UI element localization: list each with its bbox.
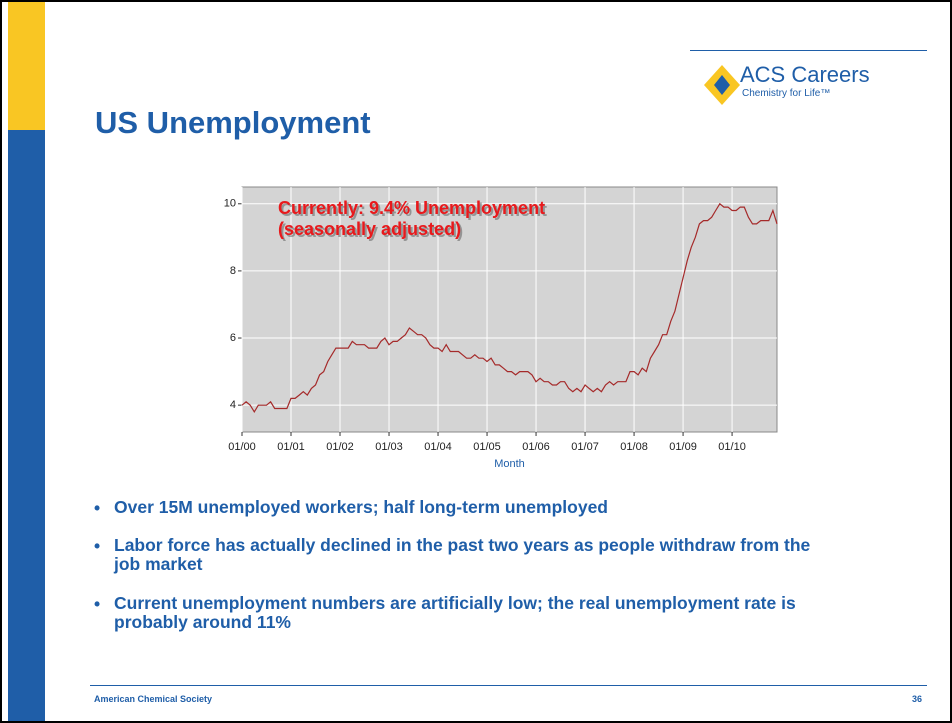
footer-rule — [90, 685, 927, 686]
x-tick-label: 01/05 — [473, 441, 501, 453]
x-tick-label: 01/07 — [571, 441, 599, 453]
bullet-dot: • — [94, 594, 101, 614]
slide-title: US Unemployment — [95, 105, 371, 140]
data-line — [241, 202, 778, 414]
annotation-shadow: (seasonally adjusted) — [280, 221, 463, 241]
y-tick-label: 10 — [224, 198, 236, 210]
x-tick-label: 01/10 — [718, 441, 746, 453]
bullet: Current unemployment numbers are artific… — [114, 593, 796, 632]
bullet: Over 15M unemployed workers; half long-t… — [114, 497, 608, 517]
annotation: (seasonally adjusted) — [278, 219, 461, 239]
x-tick-label: 01/08 — [620, 441, 648, 453]
logo-tagline: Chemistry for Life™ — [742, 88, 831, 99]
header-rule — [690, 50, 927, 51]
x-tick-label: 01/00 — [228, 441, 256, 453]
x-tick-label: 01/01 — [277, 441, 305, 453]
accent-bar-blue — [8, 130, 45, 721]
y-tick-label: 4 — [230, 399, 236, 411]
bullet: Labor force has actually declined in the… — [114, 535, 811, 574]
accent-bar-yellow — [8, 2, 45, 130]
x-tick-label: 01/09 — [669, 441, 697, 453]
bullet-dot: • — [94, 498, 101, 518]
annotation-shadow: Currently: 9.4% Unemployment — [280, 200, 547, 220]
x-axis-label: Month — [494, 458, 525, 470]
page-number: 36 — [912, 694, 923, 704]
logo-brand: ACS Careers — [740, 62, 870, 87]
x-tick-label: 01/03 — [375, 441, 403, 453]
y-tick-label: 8 — [230, 265, 236, 277]
y-tick-label: 6 — [230, 332, 236, 344]
chart: 4 6 8 10 01/00 01/01 01/02 01/03 01/04 01/05 01/06… — [224, 186, 778, 470]
plot-background — [241, 186, 778, 433]
annotation: Currently: 9.4% Unemployment — [278, 198, 545, 218]
x-tick-label: 01/06 — [522, 441, 550, 453]
x-tick-label: 01/02 — [326, 441, 354, 453]
footer-text: American Chemical Society — [94, 694, 213, 704]
logo-mark — [704, 65, 740, 105]
x-tick-label: 01/04 — [424, 441, 452, 453]
bullet-dot: • — [94, 536, 101, 556]
